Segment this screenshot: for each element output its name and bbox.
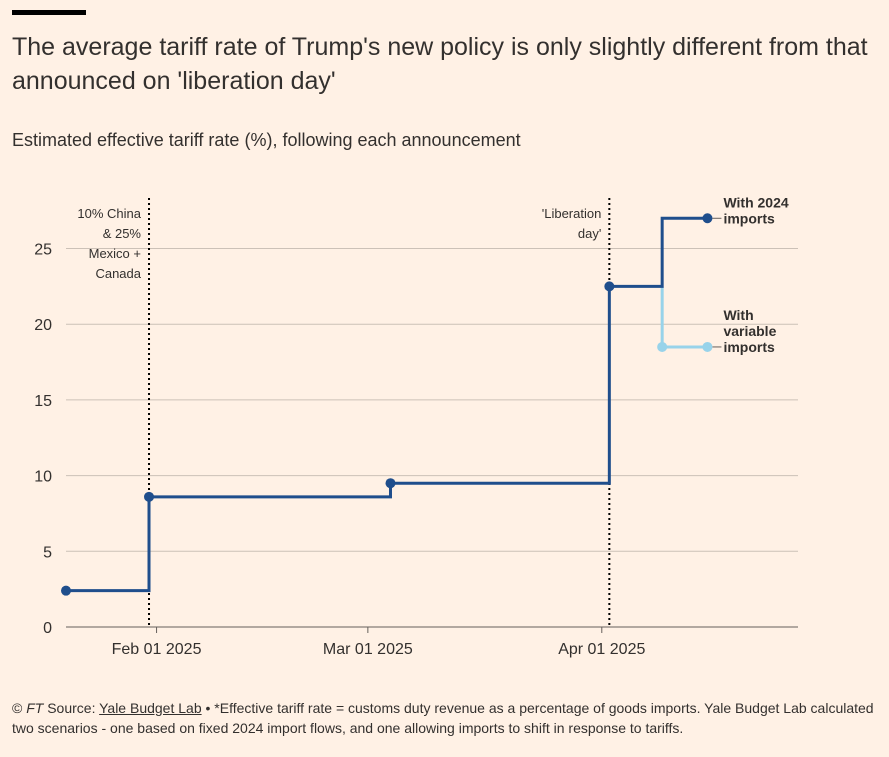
annotation-text-0-2: Mexico + [89,246,141,261]
y-tick-label-5: 5 [43,544,52,561]
series-line-2024-imports [66,216,708,593]
data-point-2024-1 [144,491,155,502]
copyright-mark: © [12,700,23,716]
annotation-text-0-0: 10% China [77,206,141,221]
tariff-chart: 0 5 10 15 20 25 Feb 01 2025 Mar 01 2025 Apr 01 2… [34,194,798,658]
y-tick-label-25: 25 [34,242,52,259]
series-label-1-1: variable [723,323,776,339]
chart-subtitle: Estimated effective tariff rate (%), fol… [12,130,521,150]
data-point-2024-0 [61,585,71,596]
data-point-2024-3 [604,281,615,292]
top-rule [12,10,86,15]
source-label: Source: [47,700,96,716]
series-label-1-0: With [723,307,753,323]
annotation-text-1-1: day' [578,226,601,241]
x-tick-label-1: Mar 01 2025 [323,641,413,658]
source-link[interactable]: Yale Budget Lab [99,700,202,716]
series-label-1-2: imports [723,339,775,355]
x-tick-label-0: Feb 01 2025 [112,641,202,658]
ft-brand: FT [26,700,44,716]
series-label-0-0: With 2024 [723,194,788,210]
y-tick-label-15: 15 [34,393,52,410]
data-point-2024-2 [385,478,396,489]
annotation-text-0-3: Canada [95,266,141,281]
series-line-variable-imports [660,286,708,349]
data-point-variable-0 [657,341,668,352]
chart-title: The average tariff rate of Trump's new p… [12,33,868,95]
footer-note: © FT Source: Yale Budget Lab • *Effectiv… [12,698,882,738]
data-point-2024-5 [702,213,713,224]
annotation-text-0-1: & 25% [103,226,142,241]
footnote-text: • *Effective tariff rate = customs duty … [12,700,874,736]
y-tick-label-10: 10 [34,469,52,486]
annotation-text-1-0: 'Liberation [542,206,602,221]
series-label-0-1: imports [723,210,775,226]
y-tick-label-0: 0 [43,620,52,637]
y-tick-label-20: 20 [34,317,52,334]
data-point-variable-1 [702,341,713,352]
x-tick-label-2: Apr 01 2025 [558,641,645,658]
